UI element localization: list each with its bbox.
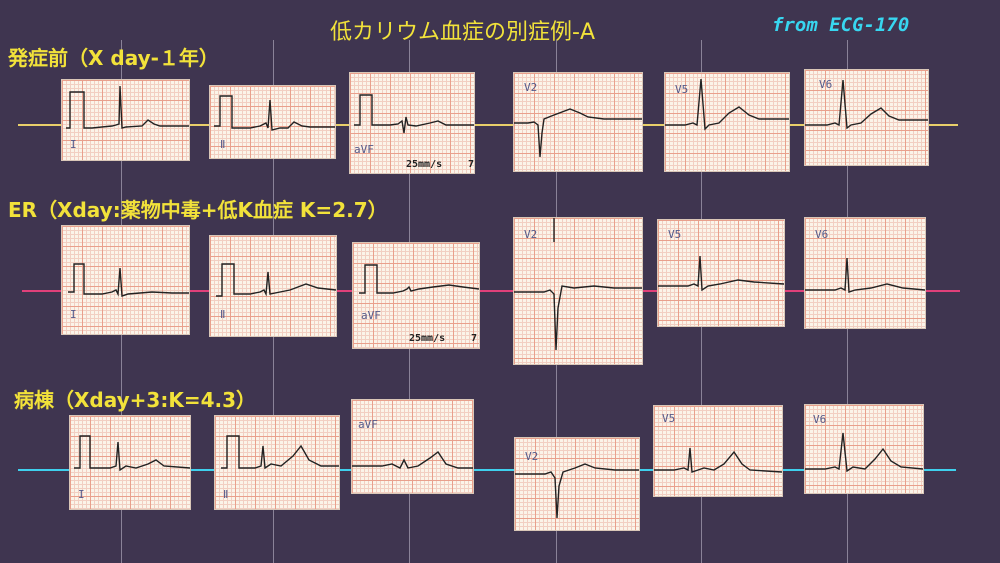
lead-label: V5 [662,412,676,425]
lead-label: Ⅱ [220,308,226,321]
lead-label: V2 [524,81,538,94]
ecg-strip-row3-V6: V6 [805,405,923,493]
ecg-strip-row1-V5: V5 [665,73,789,171]
ecg-strip-row2-V5: V5 [658,220,784,326]
ecg-strip-row2-I: I [62,226,189,334]
paper-speed-suffix: 7 [468,159,474,170]
lead-label: V5 [668,228,682,241]
lead-label: V5 [675,83,689,96]
row3-label: 病棟（Xday+3:K=4.3） [14,388,257,412]
row1-baseline [18,124,958,126]
lead-label: V6 [815,228,829,241]
row2-label: ER（Xday:薬物中毒+低K血症 K=2.7） [8,198,388,222]
ecg-strip-row2-aVF: aVF 25mm/s 7 [353,243,479,348]
ecg-strip-row1-I: I [62,80,189,160]
ecg-strip-row3-V2: V2 [515,438,639,530]
lead-label: aVF [354,143,374,156]
source-label: from ECG-170 [772,14,910,36]
ecg-strip-row2-V6: V6 [805,218,925,328]
ecg-strip-row1-V2: V2 [514,73,642,171]
ecg-strip-row3-V5: V5 [654,406,782,496]
lead-label: Ⅱ [220,138,226,151]
row2-baseline [22,290,960,292]
ecg-strip-row1-aVF: aVF 25mm/s 7 [350,73,474,173]
lead-label: I [78,488,85,501]
ecg-strip-row3-aVF: aVF [352,400,473,493]
ecg-strip-row3-II: Ⅱ [215,416,339,509]
lead-label: aVF [361,309,381,322]
lead-label: Ⅱ [223,488,229,501]
paper-speed-suffix: 7 [471,333,478,344]
ecg-strip-row2-V2: V2 [514,218,642,364]
slide-title: 低カリウム血症の別症例-A [330,20,595,45]
row1-label: 発症前（X day-１年） [8,46,219,70]
lead-label: V6 [813,413,827,426]
lead-label: V2 [524,228,538,241]
lead-label: V2 [525,450,539,463]
lead-label: I [70,138,77,151]
lead-label: aVF [358,418,378,431]
row3-baseline [18,469,956,471]
paper-speed: 25mm/s [409,333,446,344]
paper-speed: 25mm/s [406,159,443,170]
ecg-strip-row1-II: Ⅱ [210,86,335,158]
lead-label: V6 [819,78,833,91]
lead-label: I [70,308,77,321]
ecg-strip-row3-I: I [70,416,190,509]
ecg-strip-row1-V6: V6 [805,70,928,165]
ecg-strip-row2-II: Ⅱ [210,236,336,336]
